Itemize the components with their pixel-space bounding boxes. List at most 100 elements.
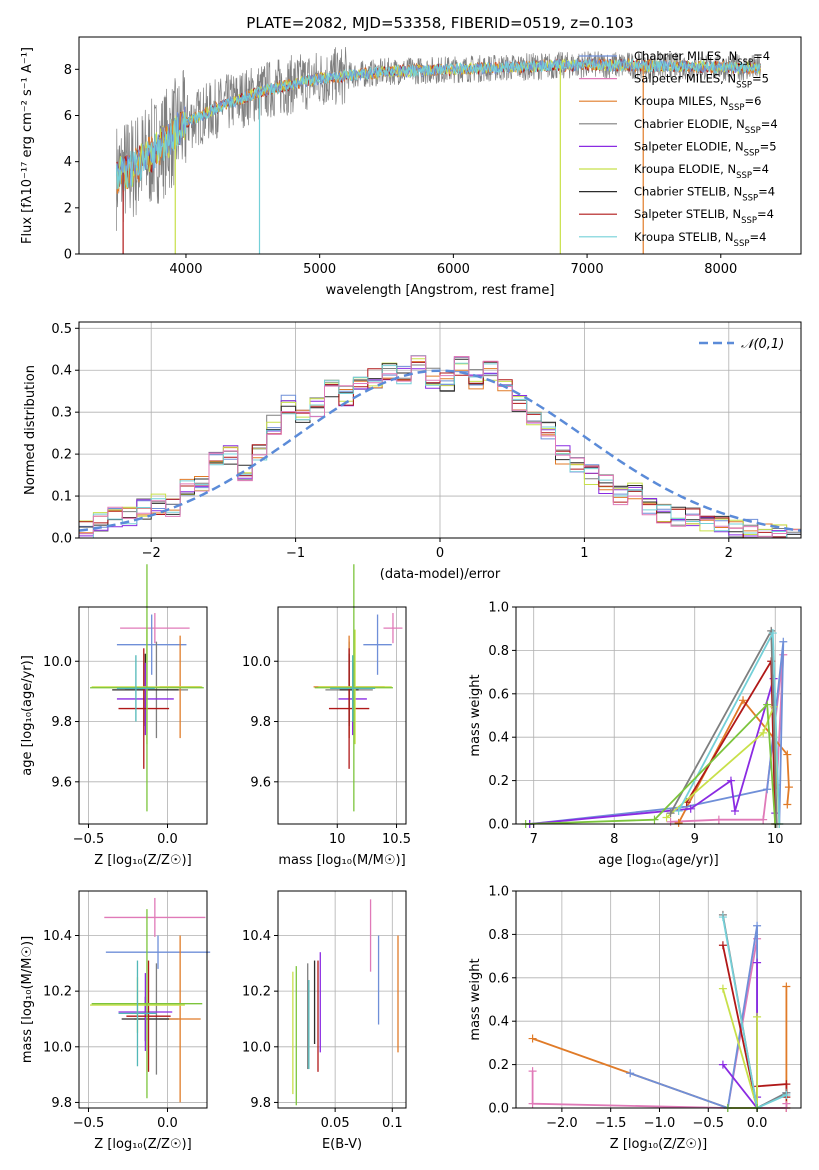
weight_vs_age-panel: 7 8 9 10 0.0 0.2 0.4 0.6 0.8 1.0 age [log₁₀(age/yr…: [468, 601, 802, 868]
y-axis-label: mass weight: [468, 674, 483, 756]
x-tick-label: −1.0: [644, 1116, 676, 1131]
weight-line: [525, 702, 777, 825]
weight-marker: [763, 700, 772, 709]
histogram-step: [79, 355, 801, 539]
x-axis-label: E(B-V): [322, 1137, 362, 1152]
y-tick-label: 0: [64, 248, 72, 263]
y-tick-label: 4: [64, 155, 72, 170]
x-tick-label: 4000: [169, 262, 202, 277]
y-tick-label: 9.6: [51, 775, 72, 790]
x-tick-label: −2.0: [546, 1116, 578, 1131]
weight-marker: [759, 815, 768, 824]
x-tick-label: 0.0: [157, 832, 178, 847]
figure-title: PLATE=2082, MJD=53358, FIBERID=0519, z=0…: [246, 14, 633, 32]
weight-marker: [626, 1069, 635, 1078]
weight-marker: [779, 637, 788, 646]
x-tick-label: 7000: [571, 262, 604, 277]
weight-marker: [767, 626, 776, 635]
x-tick-label: −0.5: [73, 832, 105, 847]
weight-marker: [714, 815, 723, 824]
weight-marker: [768, 629, 777, 638]
legend-entry: Salpeter STELIB, NSSP=4: [634, 207, 774, 226]
weight-marker: [650, 815, 659, 824]
x-axis-label: age [log₁₀(age/yr)]: [598, 853, 719, 868]
legend-entry: Chabrier ELODIE, NSSP=4: [634, 117, 778, 136]
x-axis-label: Z [log₁₀(Z/Z☉)]: [94, 853, 191, 868]
y-tick-label: 1.0: [488, 601, 509, 616]
y-tick-label: 6: [64, 109, 72, 124]
y-tick-label: 0.4: [488, 731, 509, 746]
x-tick-label: −1: [286, 546, 305, 561]
y-tick-label: 1.0: [488, 885, 509, 900]
y-tick-label: 0.4: [51, 364, 72, 379]
x-tick-label: 10: [767, 832, 784, 847]
legend-entry: Kroupa MILES, NSSP=6: [634, 94, 761, 113]
axes-frame: [277, 606, 407, 825]
weight-marker: [753, 958, 762, 967]
y-tick-label: 10.4: [43, 929, 72, 944]
x-tick-label: −1.5: [595, 1116, 627, 1131]
y-tick-label: 10.0: [242, 655, 271, 670]
weight-marker: [718, 913, 727, 922]
y-tick-label: 9.6: [250, 775, 271, 790]
weight-marker: [763, 785, 772, 794]
age_vs_mass-panel: 10 10.5 9.6 9.8 10.0 mass [log₁₀(M/M☉)]: [242, 564, 411, 868]
residuals-panel: 𝒩(0,1) −2 −1 0 1 2 0.0 0.1 0.2 0.3 0.4 0.5 (data-mod…: [23, 321, 802, 582]
weight-marker: [730, 806, 739, 815]
plot-layer: 4000 5000 6000 7000 8000 0 2 4 6 8 wavelength [Ang…: [20, 36, 802, 1152]
y-tick-label: 0.0: [488, 818, 509, 833]
x-axis-label: mass [log₁₀(M/M☉)]: [278, 853, 405, 868]
weight-marker: [782, 982, 791, 991]
y-tick-label: 0.1: [51, 490, 72, 505]
x-tick-label: 2: [725, 546, 733, 561]
axes-frame: [277, 890, 407, 1109]
x-tick-label: 0.0: [747, 1116, 768, 1131]
y-tick-label: 9.8: [250, 1096, 271, 1111]
weight-marker: [686, 804, 695, 813]
x-tick-label: 6000: [437, 262, 470, 277]
y-tick-label: 9.8: [51, 1096, 72, 1111]
x-tick-label: 7: [530, 832, 538, 847]
weight-marker: [718, 984, 727, 993]
histogram-step: [79, 355, 801, 538]
y-tick-label: 10.4: [242, 929, 271, 944]
weight-marker: [753, 921, 762, 930]
legend-entry: Chabrier MILES, NSSP=4: [634, 49, 770, 68]
weight-line: [529, 641, 785, 825]
y-tick-label: 10.2: [43, 985, 72, 1000]
x-axis-label: Z [log₁₀(Z/Z☉)]: [610, 1137, 707, 1152]
y-tick-label: 0.4: [488, 1015, 509, 1030]
y-tick-label: 10.0: [43, 1040, 72, 1055]
spectrum-legend: Chabrier MILES, NSSP=4 Salpeter MILES, NS…: [579, 49, 778, 249]
y-tick-label: 10.0: [43, 655, 72, 670]
weight-line: [722, 988, 758, 1109]
x-tick-label: 0.1: [382, 1116, 403, 1131]
weight-marker: [759, 728, 768, 737]
weight-marker: [674, 806, 683, 815]
y-tick-label: 0.6: [488, 971, 509, 986]
x-axis-label: Z [log₁₀(Z/Z☉)]: [94, 1137, 191, 1152]
weight-marker: [528, 1034, 537, 1043]
spectrum-panel: 4000 5000 6000 7000 8000 0 2 4 6 8 wavelength [Ang…: [20, 36, 802, 298]
weight-marker: [782, 1090, 791, 1099]
weight-marker: [528, 1067, 537, 1076]
y-tick-label: 10.2: [242, 985, 271, 1000]
weight-marker: [782, 1080, 791, 1089]
weight_vs_Z-panel: −2.0 −1.5 −1.0 −0.5 0.0 0.0 0.2 0.4 0.6 0.8 1.0 Z […: [468, 885, 802, 1152]
weight-marker: [726, 776, 735, 785]
x-tick-label: −0.5: [73, 1116, 105, 1131]
y-axis-label: Normed distribution: [23, 365, 38, 495]
weight-marker: [674, 818, 683, 827]
x-tick-label: 10.5: [382, 832, 411, 847]
axes-frame: [78, 890, 208, 1109]
weight-marker: [783, 800, 792, 809]
legend-entry: Kroupa STELIB, NSSP=4: [634, 230, 766, 249]
y-tick-label: 0.0: [51, 532, 72, 547]
legend-entry: Salpeter MILES, NSSP=5: [634, 72, 769, 91]
y-tick-label: 0.3: [51, 406, 72, 421]
mass_vs_Z-panel: −0.5 0.0 9.8 10.0 10.2 10.4 Z [log₁₀(Z/Z☉)] mas…: [20, 890, 211, 1152]
weight-marker: [753, 1012, 762, 1021]
weight-marker: [784, 783, 793, 792]
x-tick-label: 10: [329, 832, 346, 847]
